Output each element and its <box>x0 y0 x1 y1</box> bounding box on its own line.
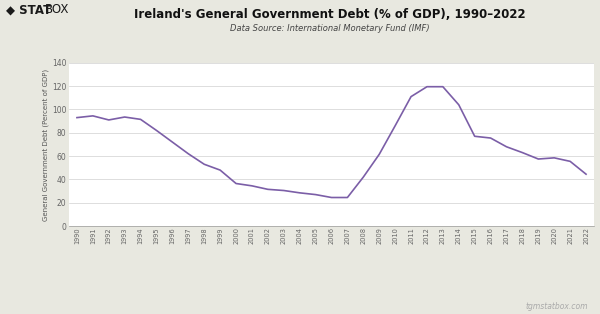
Text: Data Source: International Monetary Fund (IMF): Data Source: International Monetary Fund… <box>230 24 430 33</box>
Text: ◆ STAT: ◆ STAT <box>6 3 51 16</box>
Text: Ireland's General Government Debt (% of GDP), 1990–2022: Ireland's General Government Debt (% of … <box>134 8 526 21</box>
Text: tgmstatbox.com: tgmstatbox.com <box>526 302 588 311</box>
Text: BOX: BOX <box>45 3 70 16</box>
Y-axis label: General Government Debt (Percent of GDP): General Government Debt (Percent of GDP) <box>43 68 49 220</box>
